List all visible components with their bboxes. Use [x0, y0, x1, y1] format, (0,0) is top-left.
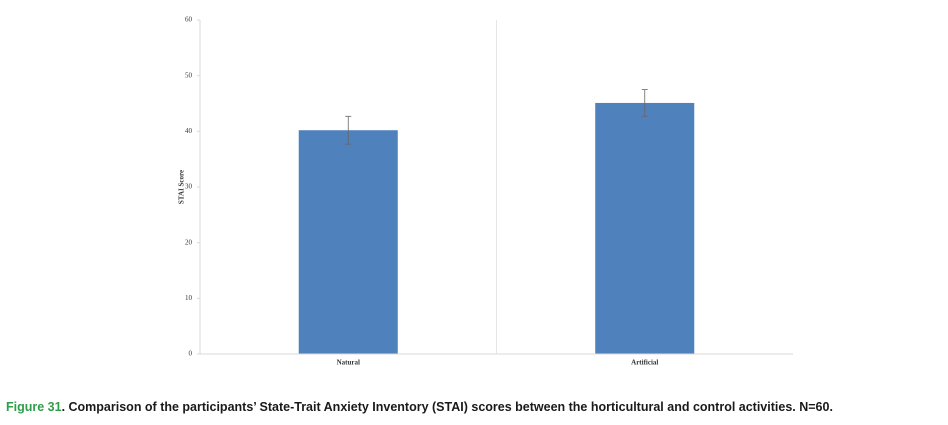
error-bar: [641, 89, 648, 117]
caption-label: Figure 31: [6, 400, 62, 414]
chart: STAI Score 0 10 20 30 40 50 60 Natural Artificia…: [178, 16, 793, 367]
y-tick-label: 40: [185, 127, 193, 135]
caption: Figure 31. Comparison of the participant…: [6, 400, 833, 414]
bar: [595, 102, 695, 355]
x-tick-label: Natural: [337, 359, 360, 367]
x-tick-label: Artificial: [631, 359, 658, 367]
y-tick-label: 20: [185, 238, 193, 246]
y-tick-label: 60: [185, 16, 193, 24]
y-tick-label: 30: [185, 183, 193, 191]
caption-text: . Comparison of the participants’ State-…: [61, 400, 833, 414]
y-tick-label: 0: [189, 350, 193, 358]
y-tick-label: 50: [185, 71, 193, 79]
error-bar: [345, 115, 352, 145]
y-tick-label: 10: [185, 294, 193, 302]
y-axis-label: STAI Score: [178, 170, 186, 204]
bar: [298, 130, 398, 354]
